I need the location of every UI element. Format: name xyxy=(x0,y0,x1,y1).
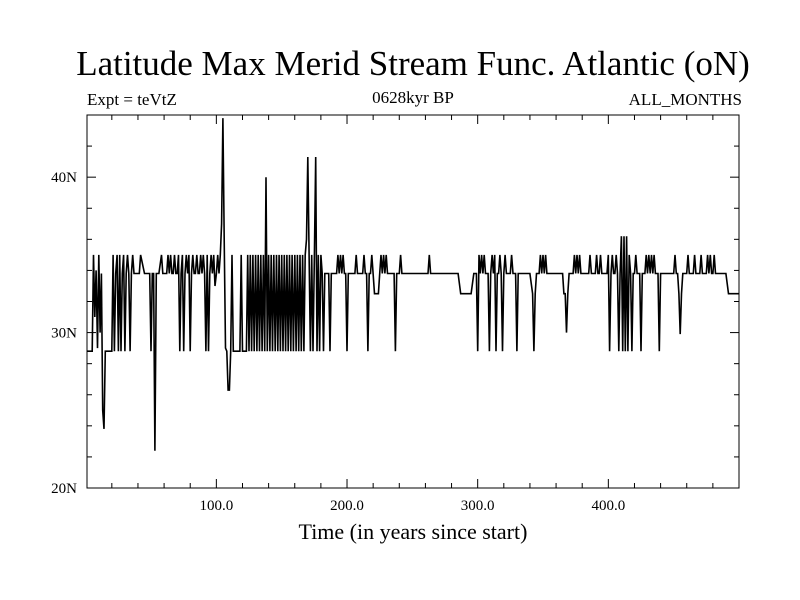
x-axis-label: Time (in years since start) xyxy=(298,519,528,544)
axis-tick-labels: 100.0 200.0 300.0 400.0 20N 30N 40N xyxy=(51,170,625,514)
y-tick-label: 20N xyxy=(51,481,77,497)
series-layer xyxy=(87,118,739,451)
y-tick-label: 40N xyxy=(51,170,77,186)
axis-ticks xyxy=(87,115,739,488)
series-line xyxy=(87,118,739,451)
months-label: ALL_MONTHS xyxy=(628,90,742,109)
chart-title: Latitude Max Merid Stream Func. Atlantic… xyxy=(76,44,750,83)
x-tick-label: 300.0 xyxy=(461,498,495,514)
period-label: 0628kyr BP xyxy=(372,88,454,107)
y-tick-label: 30N xyxy=(51,326,77,342)
x-tick-label: 100.0 xyxy=(199,498,233,514)
experiment-label: Expt = teVtZ xyxy=(87,90,177,109)
x-tick-label: 200.0 xyxy=(330,498,364,514)
x-tick-label: 400.0 xyxy=(591,498,625,514)
